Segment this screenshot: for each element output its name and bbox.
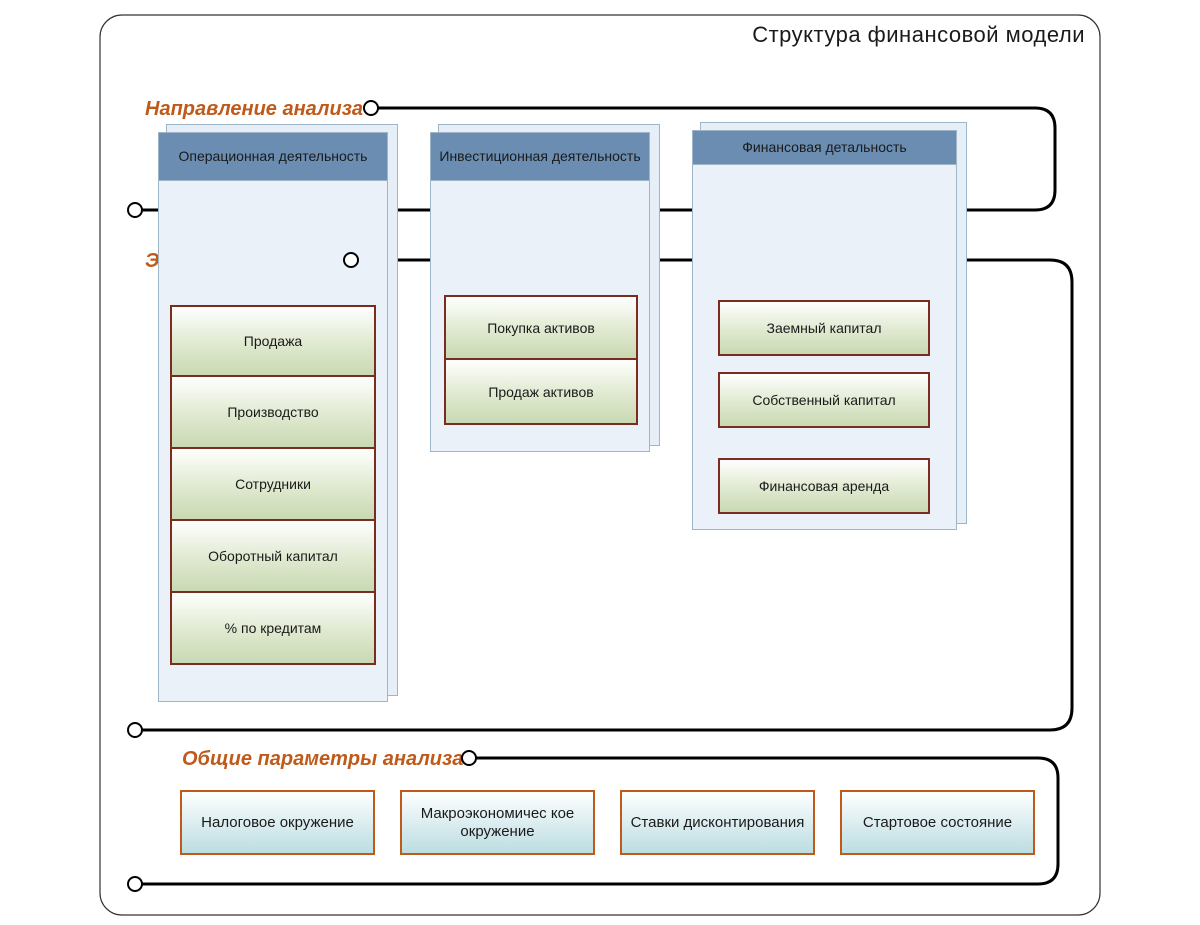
dot-params-end [127,876,143,892]
cell-finance-1: Собственный капитал [718,372,930,428]
dot-elements-end [127,722,143,738]
column-header-finance: Финансовая детальность [693,131,956,165]
section-label-params: Общие параметры анализа [182,748,463,771]
operations-stack: Продажа Производство Сотрудники Оборотны… [170,305,376,665]
cell-finance-2: Финансовая аренда [718,458,930,514]
column-header-operations: Операционная деятельность [159,133,387,181]
page-title: Структура финансовой модели [752,22,1085,48]
dot-elements-start [343,252,359,268]
dot-params-start [461,750,477,766]
cell-operations-1: Производство [170,377,376,449]
cell-operations-4: % по кредитам [170,593,376,665]
cell-operations-2: Сотрудники [170,449,376,521]
param-box-2: Ставки дисконтирования [620,790,815,855]
cell-operations-3: Оборотный капитал [170,521,376,593]
cell-investments-0: Покупка активов [444,295,638,360]
dot-direction-start [363,100,379,116]
param-box-3: Стартовое состояние [840,790,1035,855]
section-label-direction: Направление анализа [145,98,363,121]
param-box-1: Макроэкономичес кое окружение [400,790,595,855]
column-header-investments: Инвестиционная деятельность [431,133,649,181]
dot-direction-end [127,202,143,218]
cell-finance-0: Заемный капитал [718,300,930,356]
param-box-0: Налоговое окружение [180,790,375,855]
investments-stack: Покупка активов Продаж активов [444,295,638,425]
cell-investments-1: Продаж активов [444,360,638,425]
diagram-canvas: Структура финансовой модели Направление … [0,0,1200,925]
cell-operations-0: Продажа [170,305,376,377]
